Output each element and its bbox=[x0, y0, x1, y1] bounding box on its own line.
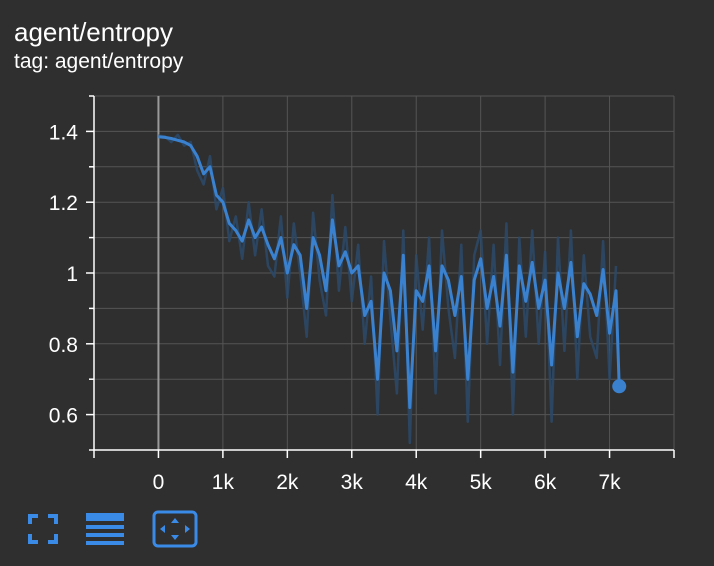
y-tick-label: 1.2 bbox=[49, 192, 78, 215]
x-tick-label: 3k bbox=[341, 471, 364, 494]
raw-series bbox=[158, 133, 618, 445]
y-tick-label: 1.4 bbox=[49, 121, 79, 144]
smoothed-series bbox=[158, 135, 627, 409]
y-tick-label: 1 bbox=[66, 263, 78, 286]
x-tick-label: 7k bbox=[598, 471, 621, 494]
entropy-line-chart[interactable]: 0.6 0.8 1 1.2 1.4 0 1k 2k 3k 4k 5k 6k 7k bbox=[0, 0, 714, 500]
x-tick-label: 6k bbox=[534, 471, 557, 494]
x-tick-label: 0 bbox=[153, 471, 165, 494]
fullscreen-icon[interactable] bbox=[28, 514, 58, 544]
x-tick-label: 2k bbox=[276, 471, 299, 494]
x-tick-label: 4k bbox=[405, 471, 428, 494]
chart-title: agent/entropy bbox=[14, 17, 174, 47]
raw-series-line bbox=[158, 133, 618, 445]
last-point-marker bbox=[612, 379, 627, 394]
x-tick-label: 1k bbox=[212, 471, 235, 494]
tick-labels: 0.6 0.8 1 1.2 1.4 0 1k 2k 3k 4k 5k 6k 7k bbox=[49, 121, 621, 494]
smoothed-series-line bbox=[158, 135, 621, 409]
x-tick-label: 5k bbox=[470, 471, 493, 494]
y-tick-label: 0.6 bbox=[49, 405, 78, 428]
y-tick-label: 0.8 bbox=[49, 334, 78, 357]
axes bbox=[86, 95, 675, 458]
chart-toolbar bbox=[28, 510, 226, 548]
data-table-icon[interactable] bbox=[86, 512, 124, 546]
chart-tag: tag: agent/entropy bbox=[14, 50, 184, 73]
fit-domain-icon[interactable] bbox=[152, 510, 198, 548]
